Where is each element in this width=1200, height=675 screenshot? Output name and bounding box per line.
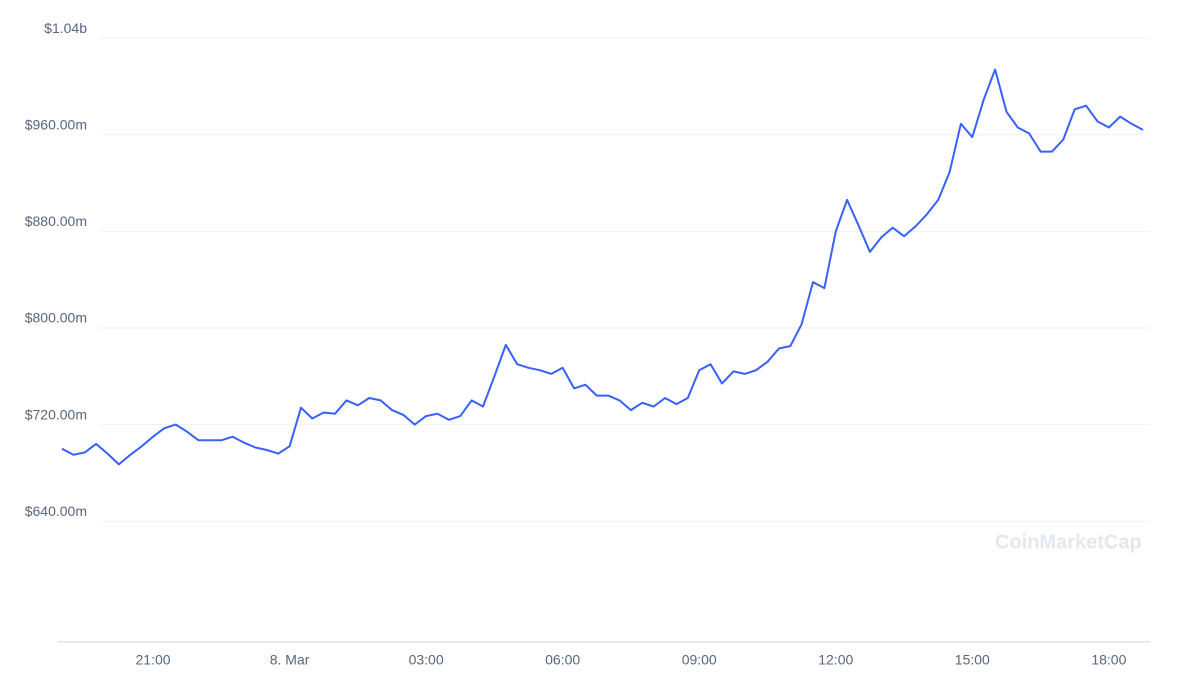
- x-tick-label: 03:00: [409, 652, 444, 668]
- y-tick-label: $800.00m: [25, 310, 87, 326]
- x-tick-label: 21:00: [136, 652, 171, 668]
- watermark: CoinMarketCap: [995, 531, 1142, 553]
- y-tick-label: $960.00m: [25, 116, 87, 132]
- y-tick-label: $640.00m: [25, 503, 87, 519]
- x-tick-label: 06:00: [545, 652, 580, 668]
- x-tick-label: 12:00: [818, 652, 853, 668]
- y-tick-label: $1.04b: [44, 20, 87, 36]
- x-tick-label: 18:00: [1091, 652, 1126, 668]
- y-tick-label: $720.00m: [25, 406, 87, 422]
- x-tick-label: 15:00: [955, 652, 990, 668]
- x-tick-label: 8. Mar: [270, 652, 310, 668]
- y-tick-label: $880.00m: [25, 213, 87, 229]
- x-tick-label: 09:00: [682, 652, 717, 668]
- price-line: [61, 68, 1144, 466]
